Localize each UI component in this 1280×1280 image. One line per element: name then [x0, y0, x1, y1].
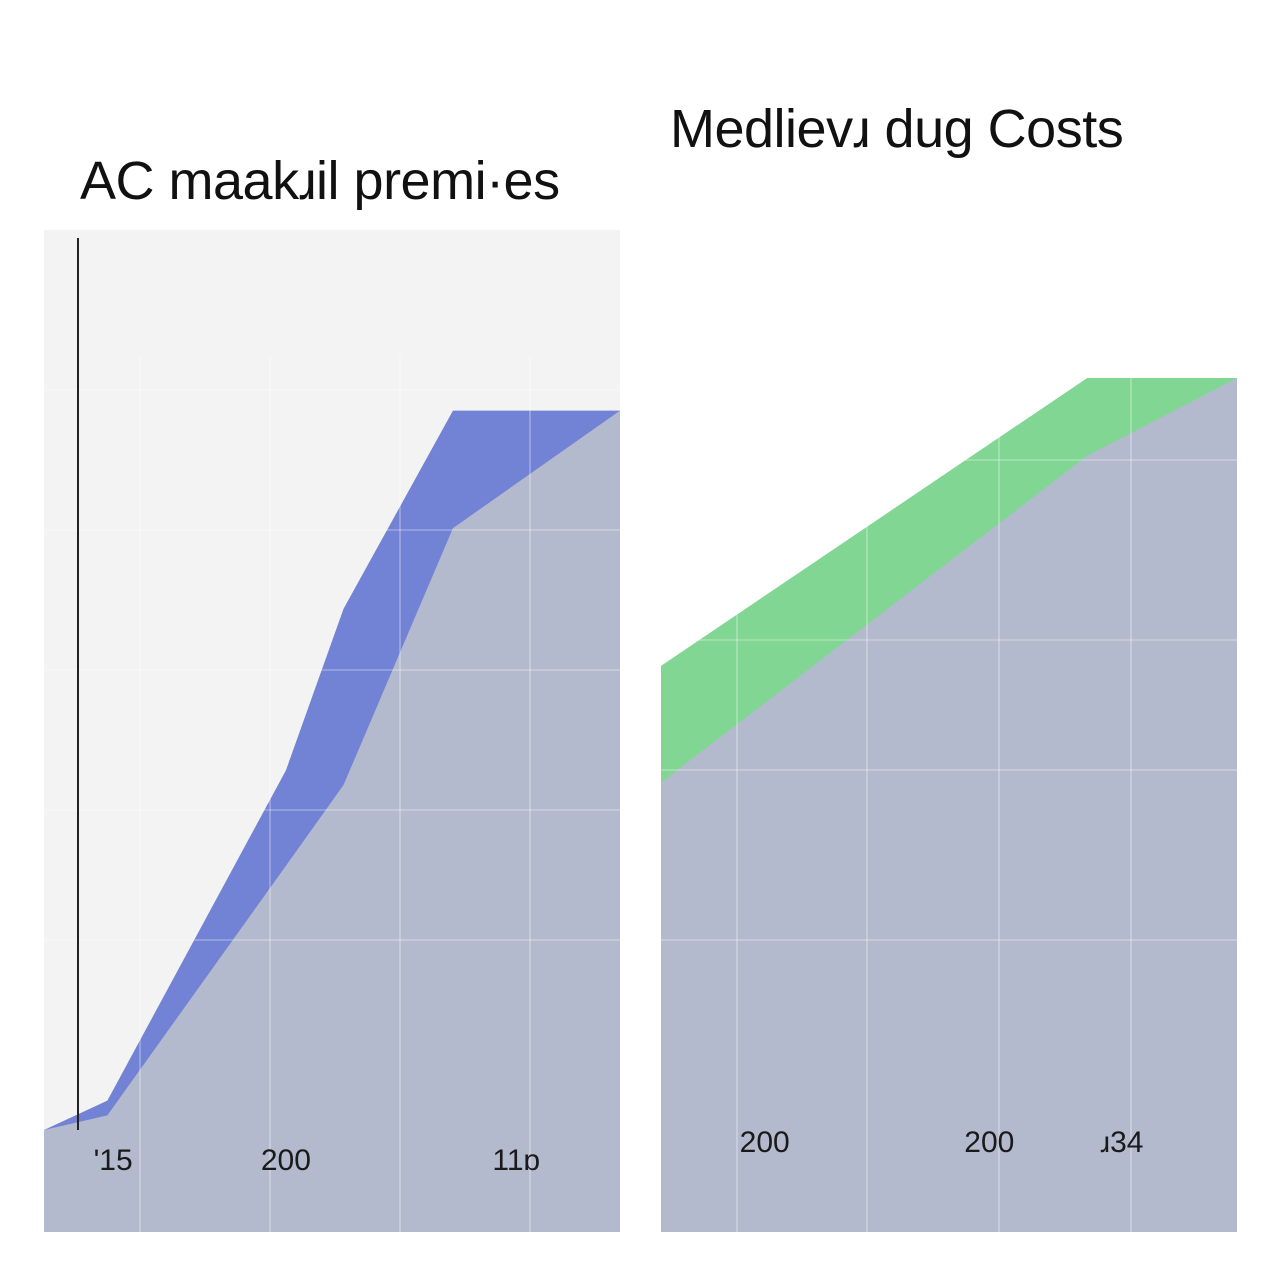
left-area-chart: ʹ15 200 11ɒ — [44, 230, 620, 1232]
x-tick-label: ɹ34 — [1100, 1126, 1143, 1159]
left-chart-title: AC maakɹil premi·es — [80, 151, 560, 211]
right-area-chart: 200 200 ɹ34 — [661, 338, 1237, 1232]
x-tick-label: 200 — [740, 1126, 790, 1159]
x-tick-label: 200 — [964, 1126, 1014, 1159]
x-tick-label: 200 — [261, 1144, 311, 1177]
series-lower-area — [661, 378, 1237, 1232]
x-tick-label: 11ɒ — [492, 1144, 540, 1177]
series-lower-area — [44, 410, 620, 1232]
x-tick-label: ʹ15 — [94, 1144, 133, 1177]
right-chart-title: Medlievɹ dug Costs — [670, 99, 1124, 159]
